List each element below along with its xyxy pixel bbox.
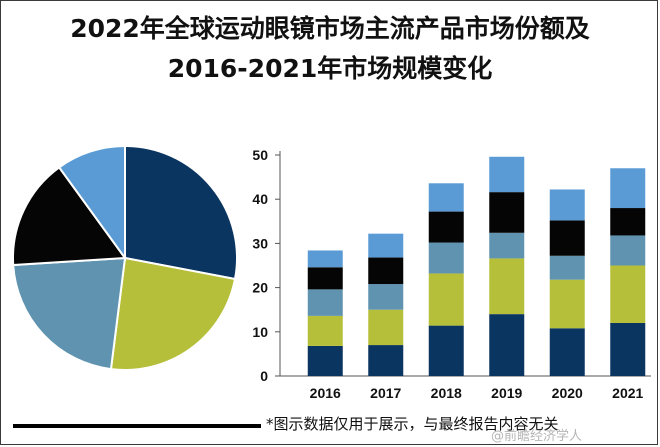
x-tick-label: 2018 xyxy=(431,385,462,401)
bar-segment-2018-1 xyxy=(428,325,464,376)
y-tick-label: 20 xyxy=(252,280,268,296)
bar-segment-2019-3 xyxy=(489,232,525,259)
bar-segment-2020-4 xyxy=(549,220,585,256)
bar-segment-2018-3 xyxy=(428,242,464,274)
y-tick-label: 50 xyxy=(252,147,268,163)
bar-segment-2020-2 xyxy=(549,279,585,329)
bar-segment-2016-5 xyxy=(307,250,343,268)
bar-segment-2020-1 xyxy=(549,328,585,376)
bar-segment-2021-4 xyxy=(610,208,646,236)
bar-segment-2018-2 xyxy=(428,273,464,326)
bar-segment-2019-1 xyxy=(489,314,525,376)
title-line-1: 2022年全球运动眼镜市场主流产品市场份额及 xyxy=(70,14,590,43)
y-tick-label: 10 xyxy=(252,324,268,340)
x-tick-label: 2019 xyxy=(491,385,522,401)
bar-segment-2017-3 xyxy=(368,284,404,310)
bar-segment-2019-2 xyxy=(489,258,525,315)
x-tick-label: 2016 xyxy=(310,385,341,401)
bar-segment-2021-5 xyxy=(610,168,646,209)
pie-slice-2 xyxy=(109,256,237,371)
bar-segment-2017-1 xyxy=(368,345,404,376)
x-tick-label: 2020 xyxy=(552,385,583,401)
footnote-text: *图示数据仅用于展示，与最终报告内容无关 xyxy=(266,415,559,433)
pie-slice-5 xyxy=(57,144,126,262)
x-tick-label: 2021 xyxy=(612,385,643,401)
watermark-text: @前瞻经济学人 xyxy=(491,429,583,444)
bar-segment-2017-5 xyxy=(368,233,404,258)
bar-segment-2021-2 xyxy=(610,265,646,323)
title-line-2: 2016-2021年市场规模变化 xyxy=(167,54,493,83)
bar-segment-2020-5 xyxy=(549,189,585,221)
bar-segment-2021-1 xyxy=(610,322,646,376)
bar-segment-2017-2 xyxy=(368,309,404,346)
bar-segment-2017-4 xyxy=(368,257,404,285)
x-tick-label: 2017 xyxy=(370,385,401,401)
bar-segment-2016-2 xyxy=(307,315,343,346)
bar-segment-2018-5 xyxy=(428,183,464,212)
footnote-rule xyxy=(13,424,261,428)
pie-slice-4 xyxy=(12,165,127,267)
chart-title: 2022年全球运动眼镜市场主流产品市场份额及 2016-2021年市场规模变化 xyxy=(1,9,659,89)
y-tick-label: 30 xyxy=(252,235,268,251)
y-tick-label: 40 xyxy=(252,191,268,207)
bar-segment-2016-3 xyxy=(307,289,343,316)
bar-segment-2016-1 xyxy=(307,345,343,376)
bar-segment-2021-3 xyxy=(610,235,646,266)
bar-segment-2019-5 xyxy=(489,156,525,193)
bar-segment-2020-3 xyxy=(549,255,585,280)
bar-segment-2019-4 xyxy=(489,192,525,233)
y-tick-label: 0 xyxy=(260,368,268,384)
bar-segment-2016-4 xyxy=(307,267,343,290)
pie-slice-3 xyxy=(12,256,127,371)
pie-slice-1 xyxy=(124,144,238,281)
bar-segment-2018-4 xyxy=(428,211,464,243)
